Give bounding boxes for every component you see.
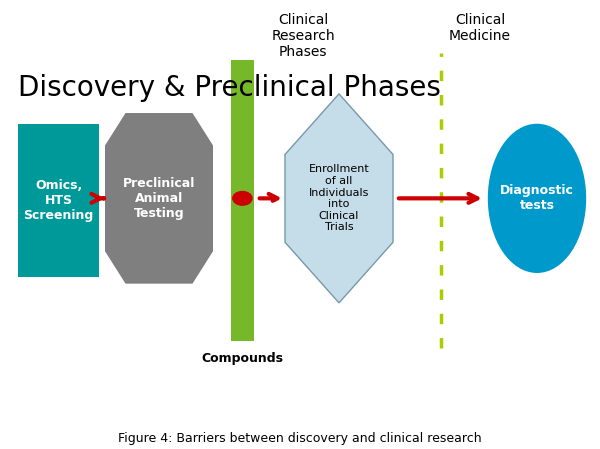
Polygon shape (285, 94, 393, 303)
Text: Figure 4: Barriers between discovery and clinical research: Figure 4: Barriers between discovery and… (118, 431, 482, 445)
Text: Discovery & Preclinical Phases: Discovery & Preclinical Phases (18, 75, 441, 102)
Text: Diagnostic
tests: Diagnostic tests (500, 185, 574, 212)
Text: Preclinical
Animal
Testing: Preclinical Animal Testing (123, 177, 195, 220)
FancyBboxPatch shape (18, 124, 99, 277)
Text: Clinical
Medicine: Clinical Medicine (449, 13, 511, 43)
Circle shape (233, 192, 252, 205)
Text: Omics,
HTS
Screening: Omics, HTS Screening (23, 179, 94, 222)
Polygon shape (105, 113, 213, 284)
Ellipse shape (488, 124, 586, 273)
Text: Enrollment
of all
Individuals
into
Clinical
Trials: Enrollment of all Individuals into Clini… (308, 164, 370, 232)
Text: Clinical
Research
Phases: Clinical Research Phases (271, 13, 335, 59)
FancyBboxPatch shape (231, 60, 254, 341)
Text: Compounds: Compounds (202, 352, 283, 365)
